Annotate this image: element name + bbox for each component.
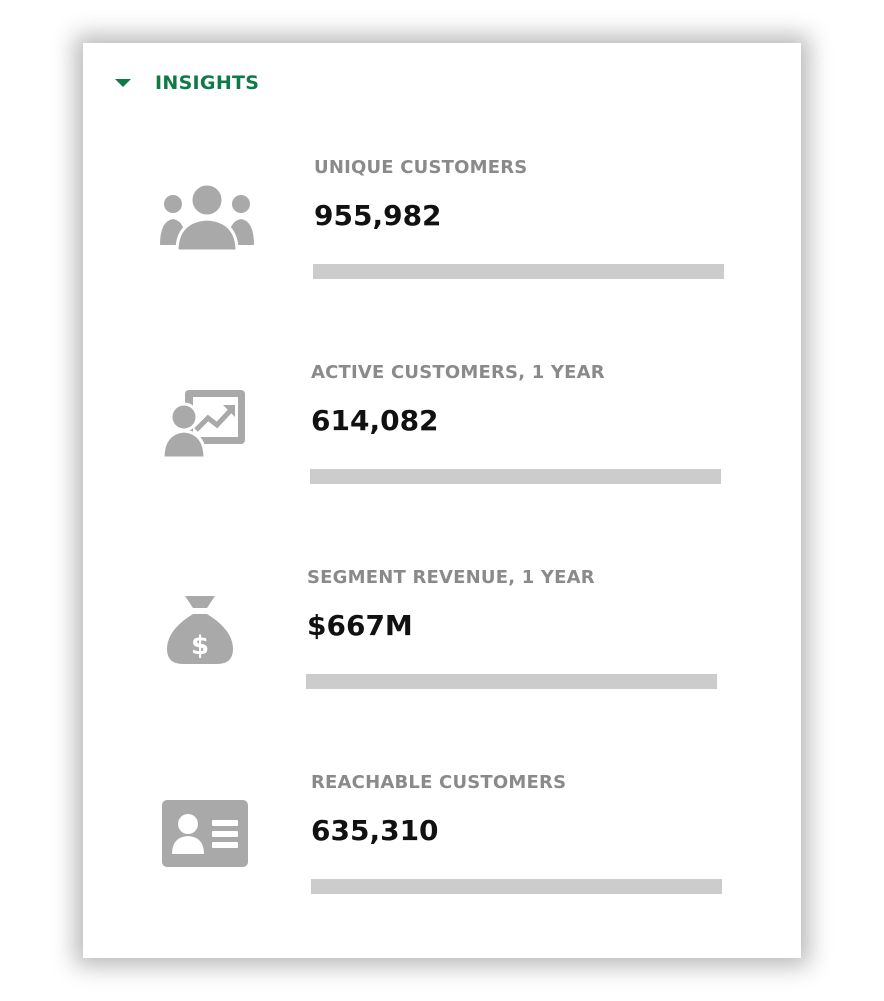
metric-value: 635,310 [311,814,439,847]
caret-down-icon [115,79,131,87]
insights-panel: INSIGHTS UNIQUE CUSTOMERS 955,982 ACTIVE… [83,43,801,958]
metric-bar [311,879,722,894]
metric-value: 614,082 [311,404,439,437]
money-bag-icon: $ [167,596,233,664]
svg-text:$: $ [191,631,209,661]
metric-value: 955,982 [314,199,442,232]
contact-card-icon [162,800,248,867]
insights-section-toggle[interactable]: INSIGHTS [115,71,259,95]
metric-unique-customers: UNIQUE CUSTOMERS 955,982 [83,153,801,303]
metric-bar [310,469,721,484]
metric-label: REACHABLE CUSTOMERS [311,772,567,793]
metric-value: $667M [307,609,413,642]
user-presentation-chart-icon [161,390,245,458]
metric-segment-revenue: $ SEGMENT REVENUE, 1 YEAR $667M [83,563,801,713]
metric-active-customers: ACTIVE CUSTOMERS, 1 YEAR 614,082 [83,358,801,508]
users-group-icon [160,183,254,253]
metric-label: UNIQUE CUSTOMERS [314,157,528,178]
metric-bar [313,264,724,279]
metric-label: ACTIVE CUSTOMERS, 1 YEAR [311,362,605,383]
metric-bar [306,674,717,689]
metric-label: SEGMENT REVENUE, 1 YEAR [307,567,595,588]
section-title: INSIGHTS [155,72,260,94]
metric-reachable-customers: REACHABLE CUSTOMERS 635,310 [83,768,801,918]
